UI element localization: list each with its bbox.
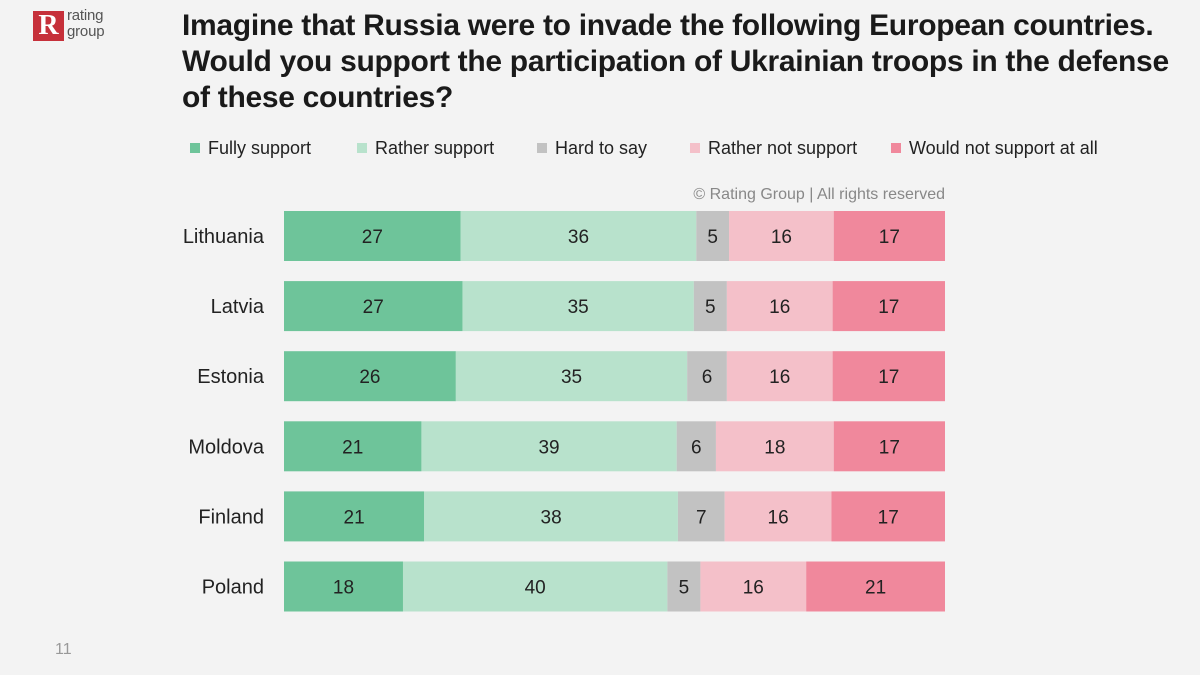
legend-item-fully-support: Fully support [190, 136, 311, 160]
data-label-finland-would-not-support: 17 [878, 507, 899, 528]
data-label-poland-rather-not-support: 16 [743, 578, 764, 599]
bar-estonia-would-not-support [832, 351, 945, 402]
bar-finland-rather-not-support [724, 491, 832, 542]
legend-label-rather-not-support: Rather not support [708, 137, 858, 158]
data-label-poland-hard-to-say: 5 [679, 578, 690, 599]
logo-line-1: rating [67, 7, 104, 24]
data-label-estonia-rather-not-support: 16 [769, 367, 790, 388]
bar-moldova-fully-support [284, 421, 422, 472]
bar-estonia-fully-support [284, 351, 456, 402]
category-label-finland: Finland [198, 506, 264, 528]
data-label-poland-fully-support: 18 [333, 578, 354, 599]
legend-label-would-not-support: Would not support at all [909, 137, 1098, 158]
bar-latvia-would-not-support [832, 281, 945, 332]
data-label-lithuania-rather-not-support: 16 [771, 227, 792, 248]
data-label-lithuania-fully-support: 27 [362, 227, 383, 248]
data-label-latvia-fully-support: 27 [363, 297, 384, 318]
bar-finland-fully-support [284, 491, 425, 542]
bar-estonia-rather-not-support [726, 351, 833, 402]
data-label-lithuania-hard-to-say: 5 [707, 227, 718, 248]
data-label-finland-rather-support: 38 [541, 507, 562, 528]
data-label-estonia-would-not-support: 17 [878, 367, 899, 388]
data-label-finland-hard-to-say: 7 [696, 507, 707, 528]
data-label-latvia-rather-support: 35 [568, 297, 589, 318]
bar-lithuania-would-not-support [833, 211, 945, 261]
data-label-estonia-fully-support: 26 [359, 367, 380, 388]
bar-finland-would-not-support [831, 491, 945, 542]
bar-lithuania-rather-not-support [729, 211, 834, 261]
legend-swatch-rather-support [357, 143, 367, 153]
legend-swatch-would-not-support [891, 143, 901, 153]
bar-moldova-rather-support [421, 421, 677, 472]
legend-label-hard-to-say: Hard to say [555, 137, 648, 158]
bar-poland-rather-not-support [700, 561, 807, 612]
bar-lithuania-fully-support [284, 211, 461, 261]
data-label-poland-would-not-support: 21 [865, 578, 886, 599]
page-number: 11 [55, 641, 72, 658]
bar-lithuania-hard-to-say [696, 211, 730, 261]
legend-swatch-rather-not-support [690, 143, 700, 153]
legend-item-rather-support: Rather support [357, 136, 494, 160]
data-label-estonia-hard-to-say: 6 [702, 367, 713, 388]
bar-moldova-would-not-support [833, 421, 945, 472]
bar-poland-would-not-support [806, 561, 945, 612]
category-label-poland: Poland [202, 577, 264, 599]
data-label-moldova-fully-support: 21 [342, 437, 363, 458]
data-label-latvia-hard-to-say: 5 [705, 297, 716, 318]
rating-group-logo: R rating group [33, 8, 133, 42]
bar-moldova-hard-to-say [676, 421, 716, 472]
legend-swatch-hard-to-say [537, 143, 547, 153]
category-label-moldova: Moldova [188, 436, 264, 458]
legend-label-fully-support: Fully support [208, 137, 312, 158]
logo-mark: R [33, 11, 64, 41]
data-label-finland-fully-support: 21 [344, 507, 365, 528]
bar-latvia-rather-support [462, 281, 694, 332]
bar-estonia-rather-support [455, 351, 688, 402]
legend-item-would-not-support: Would not support at all [891, 136, 1098, 160]
legend-label-rather-support: Rather support [375, 137, 495, 158]
bar-lithuania-rather-support [460, 211, 697, 261]
logo-text: rating group [67, 7, 105, 40]
data-label-lithuania-rather-support: 36 [568, 227, 589, 248]
bar-latvia-rather-not-support [726, 281, 833, 332]
bar-poland-fully-support [284, 561, 403, 612]
bar-finland-hard-to-say [677, 491, 725, 542]
data-label-estonia-rather-support: 35 [561, 367, 582, 388]
bar-latvia-hard-to-say [693, 281, 727, 332]
category-label-lithuania: Lithuania [183, 226, 265, 248]
bar-latvia-fully-support [284, 281, 463, 332]
bar-moldova-rather-not-support [715, 421, 834, 472]
data-label-latvia-would-not-support: 17 [878, 297, 899, 318]
chart-title: Imagine that Russia were to invade the f… [182, 9, 1169, 114]
bar-poland-rather-support [402, 561, 668, 612]
category-label-estonia: Estonia [197, 366, 265, 388]
legend-swatch-fully-support [190, 143, 200, 153]
data-label-moldova-would-not-support: 17 [879, 437, 900, 458]
data-label-lithuania-would-not-support: 17 [879, 227, 900, 248]
legend-item-rather-not-support: Rather not support [690, 136, 857, 160]
data-label-moldova-rather-not-support: 18 [764, 437, 785, 458]
data-label-moldova-rather-support: 39 [538, 437, 559, 458]
legend-item-hard-to-say: Hard to say [537, 136, 647, 160]
copyright-notice: © Rating Group | All rights reserved [693, 186, 945, 203]
bar-estonia-hard-to-say [687, 351, 727, 402]
chart-legend: Fully support Rather support Hard to say… [0, 136, 1200, 160]
data-label-poland-rather-support: 40 [525, 578, 546, 599]
bar-finland-rather-support [424, 491, 678, 542]
data-label-latvia-rather-not-support: 16 [769, 297, 790, 318]
logo-line-2: group [67, 23, 105, 40]
bar-poland-hard-to-say [667, 561, 701, 612]
category-label-latvia: Latvia [211, 296, 265, 318]
data-label-finland-rather-not-support: 16 [768, 507, 789, 528]
data-label-moldova-hard-to-say: 6 [691, 437, 702, 458]
